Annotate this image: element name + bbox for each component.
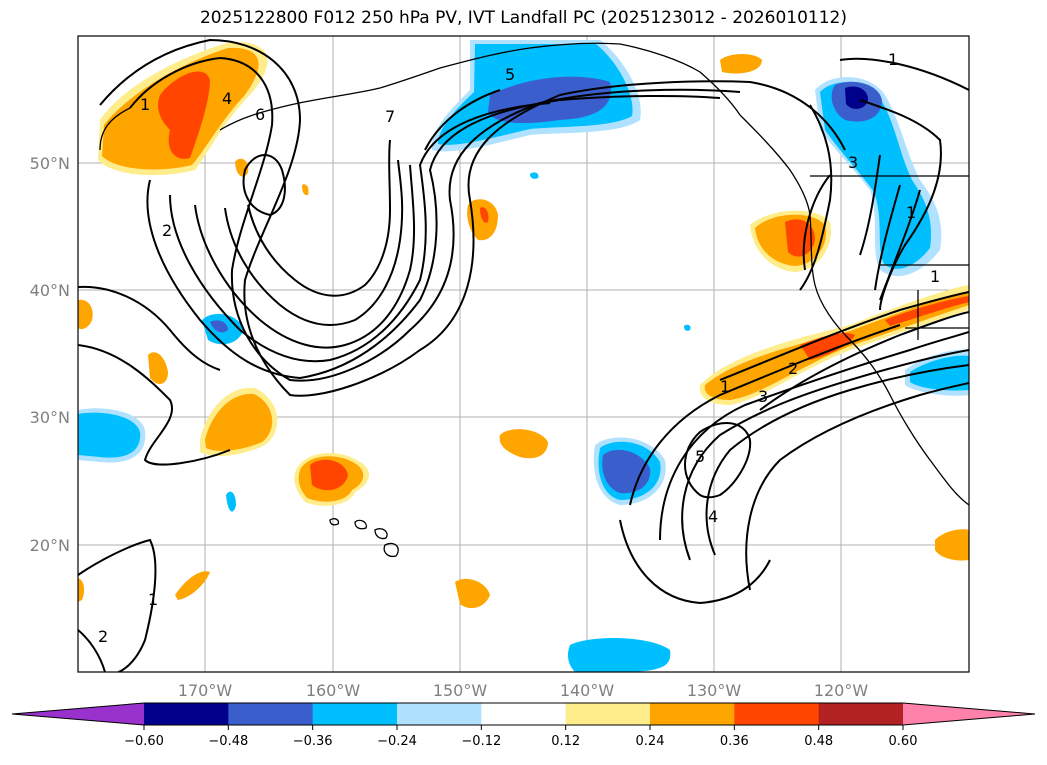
lat-label: 40°N — [30, 281, 70, 300]
positive-anomaly-small — [499, 429, 548, 459]
contour-label: 1 — [720, 377, 730, 396]
colorbar-segment — [481, 703, 567, 725]
colorbar-segment — [228, 703, 314, 725]
contour-label: 1 — [906, 203, 916, 222]
positive-anomaly-streak — [800, 333, 855, 360]
negative-anomaly-mid — [602, 449, 651, 494]
colorbar-tick-label: −0.12 — [461, 734, 501, 749]
positive-anomaly-small — [78, 299, 93, 330]
negative-anomaly-west — [78, 412, 141, 458]
contour-labels: 1 2 4 6 7 5 1 3 1 1 1 2 3 5 4 1 2 — [98, 50, 940, 646]
alaska-coast — [219, 42, 741, 131]
longitude-labels: 170°W 160°W 150°W 140°W 130°W 120°W — [178, 681, 869, 700]
negative-anomaly-south — [567, 638, 671, 672]
positive-anomaly-small — [205, 393, 273, 451]
contour-label: 4 — [708, 507, 718, 526]
positive-anomaly-small — [78, 578, 85, 602]
map-border — [77, 35, 970, 673]
colorbar-segment — [144, 703, 229, 725]
colorbar-segment — [818, 703, 904, 725]
colorbar: −0.60 −0.48 −0.36 −0.24 −0.12 0.12 0.24 0.36 0.4… — [11, 702, 1036, 749]
contour-label: 5 — [505, 65, 515, 84]
contour-label: 1 — [148, 590, 158, 609]
contour-label: 1 — [888, 50, 898, 69]
positive-anomaly-small — [720, 54, 762, 74]
positive-anomaly-small — [302, 184, 309, 196]
lon-label: 120°W — [814, 681, 869, 700]
positive-anomaly-small — [148, 352, 168, 384]
positive-anomaly-small — [455, 578, 490, 609]
colorbar-tick-label: 0.60 — [889, 734, 918, 749]
contour-label: 2 — [788, 359, 798, 378]
negative-anomaly-small — [210, 320, 228, 333]
positive-anomaly-small — [935, 529, 969, 561]
colorbar-segment — [397, 703, 482, 725]
positive-anomaly-small — [480, 207, 489, 223]
hawaii — [329, 518, 399, 558]
positive-anomaly-small — [310, 459, 348, 491]
contour-label: 2 — [162, 221, 172, 240]
negative-anomaly-small — [226, 491, 236, 512]
bc-coast — [739, 114, 811, 216]
contour-label: 1 — [140, 95, 150, 114]
negative-anomaly-small — [684, 324, 691, 331]
lon-label: 140°W — [560, 681, 615, 700]
positive-anomaly-nw — [158, 71, 210, 159]
colorbar-segment — [565, 703, 651, 725]
negative-anomaly-small — [530, 172, 539, 179]
colorbar-extend-high — [903, 703, 1035, 725]
contour-label: 2 — [98, 627, 108, 646]
colorbar-tick-label: −0.60 — [124, 734, 164, 749]
colorbar-tick-label: −0.48 — [208, 734, 248, 749]
colorbar-tick-label: 0.24 — [636, 734, 665, 749]
negative-anomaly-ne — [845, 86, 868, 109]
contour-label: 3 — [848, 153, 858, 172]
colorbar-tick-label: 0.36 — [720, 734, 749, 749]
contour-label: 6 — [255, 105, 265, 124]
colorbar-tick-label: 0.48 — [804, 734, 833, 749]
colorbar-tick-label: −0.24 — [377, 734, 417, 749]
lat-label: 20°N — [30, 536, 70, 555]
contour-label: 3 — [758, 387, 768, 406]
colorbar-segment — [312, 703, 398, 725]
colorbar-segment — [734, 703, 820, 725]
colorbar-extend-low — [12, 703, 144, 725]
lon-label: 160°W — [306, 681, 361, 700]
colorbar-tick-label: −0.36 — [293, 734, 333, 749]
lon-label: 170°W — [178, 681, 233, 700]
positive-anomaly-small — [175, 571, 210, 600]
latitude-labels: 50°N 40°N 30°N 20°N — [30, 154, 70, 555]
contour-label: 1 — [930, 267, 940, 286]
political-boundary — [810, 175, 969, 340]
ivt-contours — [78, 38, 969, 672]
contour-label: 4 — [222, 89, 232, 108]
positive-anomaly-coast — [785, 219, 815, 257]
lat-label: 50°N — [30, 154, 70, 173]
negative-anomaly-se — [910, 355, 969, 391]
contour-label: 7 — [385, 107, 395, 126]
lon-label: 130°W — [687, 681, 742, 700]
page-title: 2025122800 F012 250 hPa PV, IVT Landfall… — [199, 8, 847, 28]
colorbar-tick-label: 0.12 — [551, 734, 580, 749]
lat-label: 30°N — [30, 408, 70, 427]
contour-label: 5 — [695, 447, 705, 466]
colorbar-segment — [650, 703, 735, 725]
kamchatka — [99, 107, 131, 151]
lon-label: 150°W — [433, 681, 488, 700]
positive-anomaly-streak — [885, 296, 969, 326]
